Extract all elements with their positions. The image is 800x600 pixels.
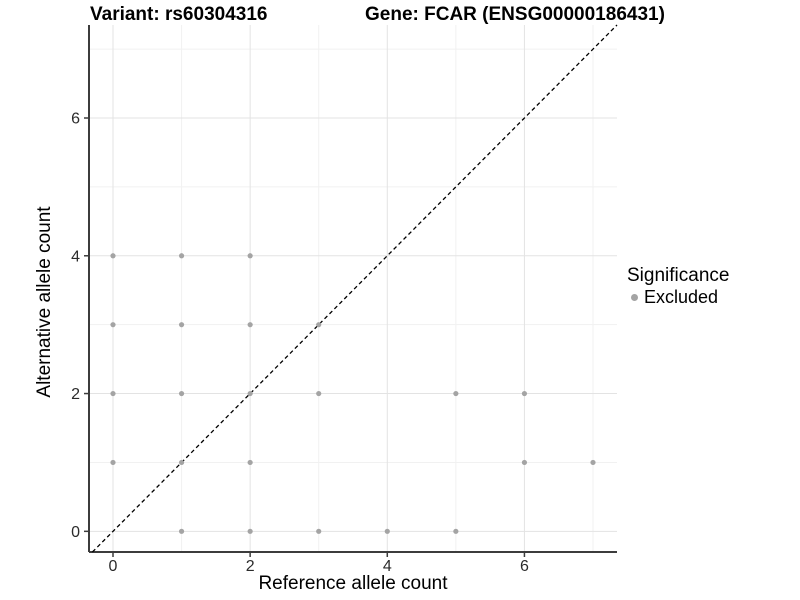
data-point	[247, 528, 253, 534]
y-tick-label: 6	[71, 111, 80, 128]
plot-title-variant: Variant: rs60304316	[90, 4, 268, 25]
data-point	[178, 253, 185, 259]
data-point	[590, 459, 596, 466]
data-point	[110, 459, 116, 466]
data-point	[453, 390, 459, 397]
y-tick-label: 0	[71, 524, 80, 541]
identity-dashed-line	[91, 24, 618, 553]
data-point	[178, 528, 185, 534]
data-point	[316, 390, 322, 397]
data-point	[247, 459, 253, 466]
legend: Significance Excluded	[627, 265, 729, 307]
data-point	[247, 322, 253, 328]
plot-title-gene: Gene: FCAR (ENSG00000186431)	[365, 4, 665, 25]
y-tick-label: 4	[71, 248, 80, 265]
data-point	[178, 322, 185, 328]
data-point	[316, 528, 322, 534]
data-point	[453, 528, 459, 534]
data-point	[110, 253, 116, 259]
x-axis-label: Reference allele count	[258, 573, 448, 594]
y-axis-label: Alternative allele count	[34, 206, 55, 398]
data-point	[110, 390, 116, 397]
legend-point-icon	[631, 293, 638, 301]
legend-item-label: Excluded	[644, 287, 719, 307]
x-tick-label: 2	[246, 558, 255, 575]
x-tick-label: 4	[383, 558, 392, 575]
legend-item-excluded: Excluded	[627, 287, 729, 307]
x-tick-label: 6	[520, 558, 529, 575]
data-point	[384, 528, 390, 534]
data-point	[247, 253, 253, 259]
data-point	[521, 459, 528, 466]
data-point	[316, 322, 322, 328]
data-point	[178, 459, 185, 466]
data-point	[521, 390, 528, 397]
data-point	[110, 322, 116, 328]
legend-title: Significance	[627, 265, 730, 286]
y-tick-label: 2	[71, 386, 80, 403]
data-point	[178, 390, 185, 397]
x-tick-label: 0	[109, 558, 118, 575]
data-point	[247, 390, 253, 397]
